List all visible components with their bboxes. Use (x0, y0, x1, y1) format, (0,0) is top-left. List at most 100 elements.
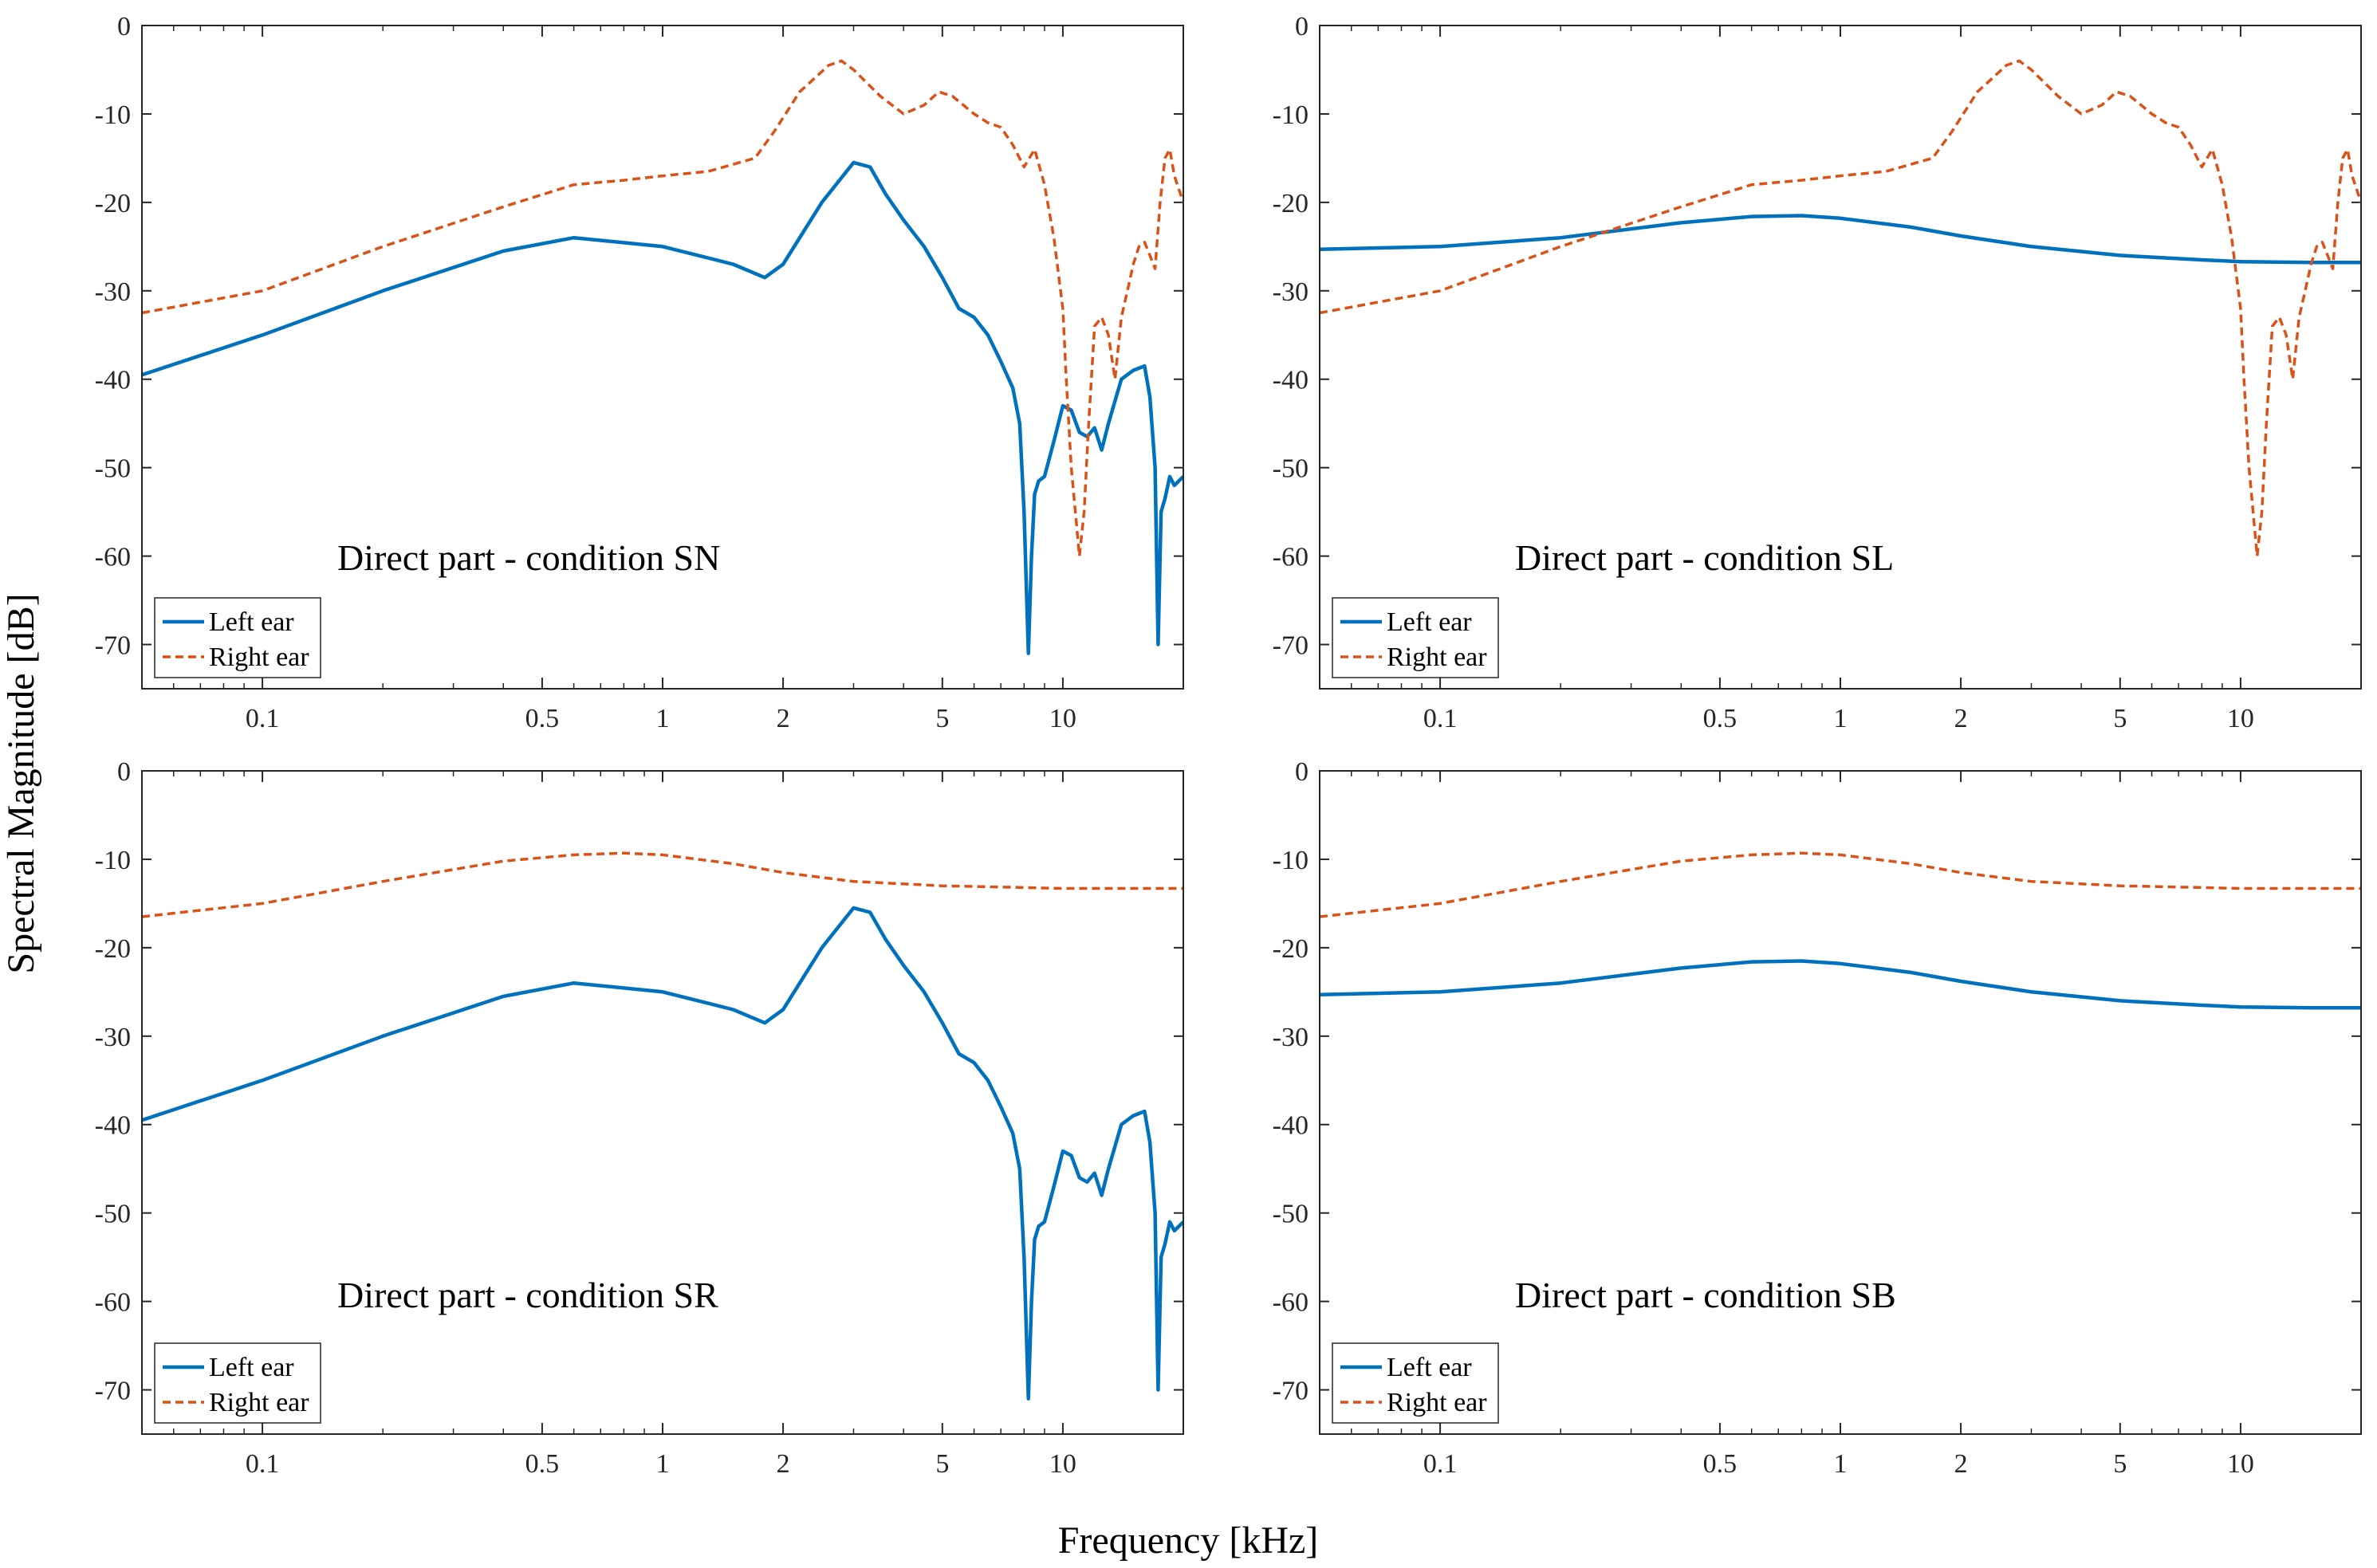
legend-box (154, 1342, 321, 1424)
legend-box (1332, 1342, 1499, 1424)
legend-label: Left ear (209, 1353, 294, 1382)
panel-title-sn: Direct part - condition SN (337, 537, 720, 578)
y-tick-label: -60 (1273, 543, 1309, 572)
x-tick-label: 2 (777, 1449, 790, 1479)
x-tick-label: 0.5 (525, 1449, 560, 1479)
y-tick-label: -60 (95, 1288, 131, 1318)
axes-box (141, 25, 1184, 690)
x-tick-label: 1 (656, 704, 670, 733)
x-tick-label: 10 (1049, 1449, 1076, 1479)
x-tick-label: 0.1 (246, 1449, 280, 1479)
x-tick-label: 5 (2113, 1449, 2127, 1479)
y-tick-label: -40 (1273, 1111, 1309, 1141)
series-left-ear (1320, 959, 2361, 1010)
x-tick-label: 1 (656, 1449, 670, 1479)
series-group (1320, 59, 2361, 558)
legend-label: Left ear (209, 607, 294, 637)
series-right-ear (142, 851, 1183, 918)
x-tick-label: 10 (2227, 704, 2254, 733)
axes-box (1319, 25, 2362, 690)
y-tick-label: -60 (1273, 1288, 1309, 1318)
legend-box (154, 597, 321, 678)
y-tick-label: -10 (95, 846, 131, 875)
x-tick-label: 2 (777, 704, 790, 733)
series-group (142, 59, 1183, 655)
legend-label: Right ear (1387, 1388, 1487, 1417)
x-tick-label: 1 (1834, 704, 1848, 733)
x-tick-label: 10 (2227, 1449, 2254, 1479)
panel-sb: 0 -10 -20 -30 -40 -50 -60 -70 0.1 0.5 1 2 5 10 Direct … (1273, 757, 2362, 1479)
y-tick-label: -10 (1273, 846, 1309, 875)
y-tick-label: 0 (1295, 12, 1309, 41)
y-tick-label: -50 (1273, 454, 1309, 484)
y-tick-label: -40 (95, 366, 131, 395)
x-tick-label: 2 (1954, 1449, 1968, 1479)
y-axis-title: Spectral Magnitude [dB] (0, 593, 42, 973)
legend-label: Left ear (1387, 1353, 1472, 1382)
y-tick-label: -60 (95, 543, 131, 572)
x-tick-label: 0.1 (1423, 1449, 1458, 1479)
y-tick-label: -30 (1273, 277, 1309, 307)
y-tick-label: -30 (1273, 1023, 1309, 1052)
x-tick-label: 5 (935, 704, 949, 733)
y-tick-label: 0 (1295, 757, 1309, 787)
axes-box (1319, 770, 2362, 1435)
y-tick-label: -20 (1273, 934, 1309, 964)
axes-box (141, 770, 1184, 1435)
series-group (1320, 851, 2361, 1010)
y-tick-label: -70 (1273, 1377, 1309, 1406)
panel-title-sl: Direct part - condition SL (1515, 537, 1894, 578)
panel-sr: 0 -10 -20 -30 -40 -50 -60 -70 0.1 0.5 1 2 5 10 Direct … (95, 757, 1184, 1479)
x-tick-label: 0.5 (525, 704, 560, 733)
series-group (142, 851, 1183, 1401)
x-tick-label: 0.1 (246, 704, 280, 733)
y-tick-label: 0 (117, 757, 131, 787)
series-right-ear (1320, 851, 2361, 918)
x-tick-label: 5 (2113, 704, 2127, 733)
x-tick-label: 2 (1954, 704, 1968, 733)
series-right-ear (1320, 59, 2361, 558)
legend: Left ear Right ear (154, 597, 321, 678)
y-tick-label: -10 (1273, 100, 1309, 130)
y-tick-label: -50 (1273, 1200, 1309, 1229)
y-tick-label: -70 (95, 1377, 131, 1406)
legend: Left ear Right ear (1332, 1342, 1499, 1424)
legend: Left ear Right ear (154, 1342, 321, 1424)
series-left-ear (1320, 214, 2361, 265)
y-tick-label: -30 (95, 1023, 131, 1052)
x-axis-title: Frequency [kHz] (1058, 1519, 1319, 1562)
legend-label: Right ear (209, 643, 309, 672)
y-tick-label: -30 (95, 277, 131, 307)
y-tick-label: -50 (95, 1200, 131, 1229)
x-tick-label: 0.5 (1703, 1449, 1737, 1479)
y-tick-label: 0 (117, 12, 131, 41)
x-tick-label: 1 (1834, 1449, 1848, 1479)
legend-box (1332, 597, 1499, 678)
x-tick-label: 5 (935, 1449, 949, 1479)
series-right-ear (142, 59, 1183, 558)
x-tick-label: 10 (1049, 704, 1076, 733)
legend-label: Right ear (209, 1388, 309, 1417)
y-tick-label: -40 (95, 1111, 131, 1141)
legend: Left ear Right ear (1332, 597, 1499, 678)
x-tick-label: 0.5 (1703, 704, 1737, 733)
x-tick-label: 0.1 (1423, 704, 1458, 733)
series-left-ear (142, 160, 1183, 655)
y-tick-label: -20 (1273, 189, 1309, 218)
panel-sl: 0 -10 -20 -30 -40 -50 -60 -70 0.1 0.5 1 2 5 10 Direct … (1273, 12, 2362, 733)
y-tick-label: -70 (1273, 631, 1309, 661)
legend-label: Left ear (1387, 607, 1472, 637)
y-tick-label: -20 (95, 934, 131, 964)
panel-title-sb: Direct part - condition SB (1515, 1275, 1896, 1315)
y-tick-label: -10 (95, 100, 131, 130)
legend-label: Right ear (1387, 643, 1487, 672)
panel-title-sr: Direct part - condition SR (337, 1275, 718, 1315)
panel-sn: 0 -10 -20 -30 -40 -50 -60 -70 0.1 0.5 1 2 5 10 Direct … (95, 12, 1184, 733)
series-left-ear (142, 906, 1183, 1401)
y-tick-label: -20 (95, 189, 131, 218)
y-tick-label: -40 (1273, 366, 1309, 395)
y-tick-label: -50 (95, 454, 131, 484)
y-tick-label: -70 (95, 631, 131, 661)
